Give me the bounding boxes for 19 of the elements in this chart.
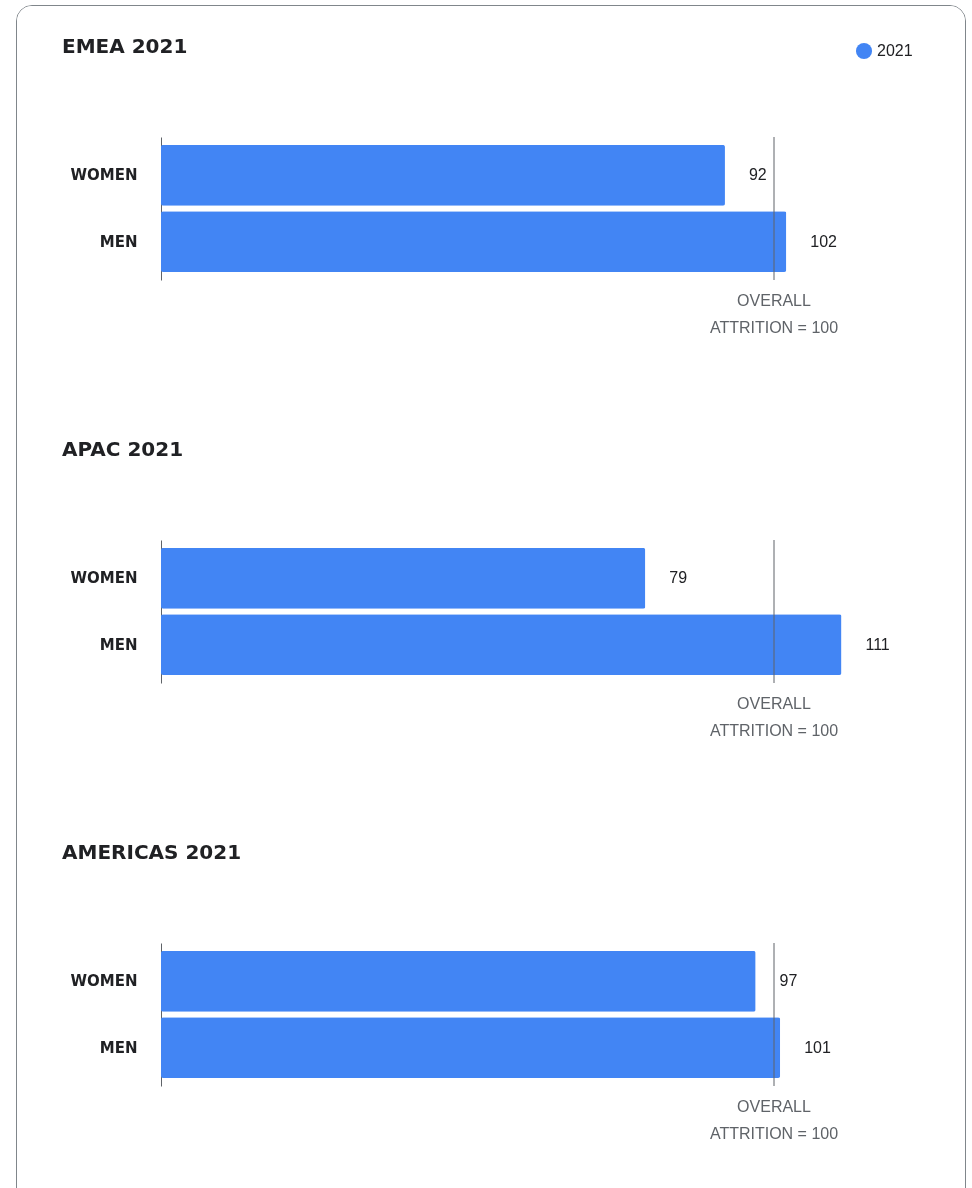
ref-line-label: OVERALL ATTRITION = 100 xyxy=(709,1098,839,1142)
chart-title: EMEA 2021 xyxy=(62,34,188,58)
data-label: 79 xyxy=(669,569,688,587)
chart-title: APAC 2021 xyxy=(62,437,184,461)
y-tick-label: MEN xyxy=(99,635,138,654)
ref-line-label: OVERALL ATTRITION = 100 xyxy=(709,695,839,739)
data-label: 102 xyxy=(810,232,838,250)
chart-title: AMERICAS 2021 xyxy=(62,840,242,864)
data-label: 111 xyxy=(865,635,890,653)
data-label: 101 xyxy=(804,1038,831,1056)
y-tick-label: WOMEN xyxy=(70,972,138,991)
y-tick-label: MEN xyxy=(99,1038,138,1057)
y-tick-label: WOMEN xyxy=(70,569,138,588)
y-tick-label: MEN xyxy=(99,232,138,251)
y-tick-label: WOMEN xyxy=(70,166,138,185)
ref-line-label: OVERALL ATTRITION = 100 xyxy=(709,292,839,336)
data-label: 92 xyxy=(748,166,767,184)
data-label: 97 xyxy=(779,972,798,990)
legend-label: 2021 xyxy=(877,42,913,59)
